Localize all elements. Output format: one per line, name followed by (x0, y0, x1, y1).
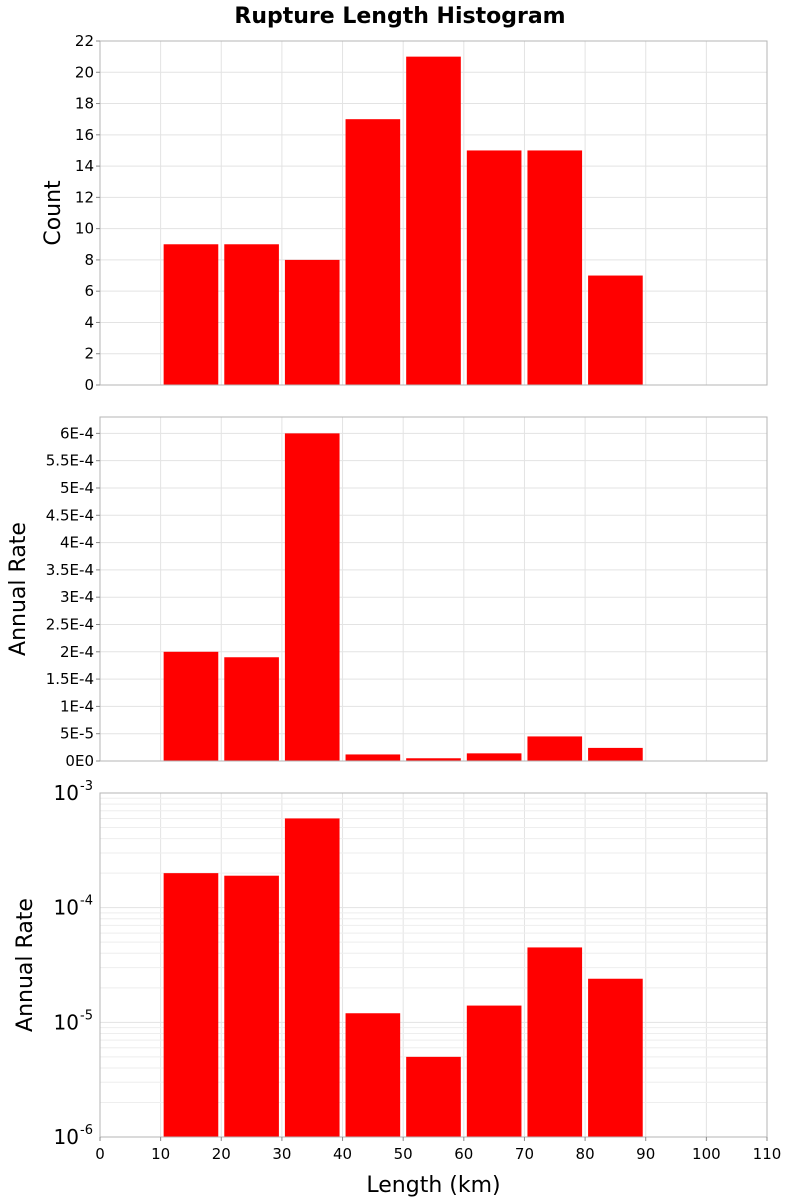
y-tick-label: 10 (54, 1125, 79, 1149)
y-tick-label: 5E-5 (60, 725, 94, 743)
histogram-bar (284, 259, 340, 385)
plot-frame (99, 792, 768, 1138)
x-tick-label: 70 (515, 1145, 534, 1163)
plot-frame (99, 40, 768, 386)
x-tick-label: 100 (692, 1145, 721, 1163)
count-panel: 0 2 4 6 8 10 12 14 16 18 20 22 Count (41, 32, 768, 394)
histogram-bar (466, 753, 522, 761)
y-tick-label: 2.5E-4 (46, 615, 94, 633)
histogram-bar (224, 244, 279, 385)
y-tick-label: 20 (75, 63, 94, 81)
y-tick-label: 10 (54, 781, 79, 805)
histogram-bar (224, 657, 279, 761)
annual-rate-linear-panel: 0E0 5E-5 1E-4 1.5E-4 2E-4 2.5E-4 3E-4 3.5E-4 4E-… (6, 416, 768, 770)
y-tick-label: 0 (84, 376, 94, 394)
histogram-bar (466, 150, 522, 385)
y-tick-label: 14 (75, 157, 94, 175)
histogram-bar (345, 1013, 401, 1137)
y-tick-label: 4.5E-4 (46, 506, 94, 524)
y-tick-label: 3E-4 (60, 588, 94, 606)
y-tick-label: 0E0 (65, 752, 94, 770)
y-tick-label: 22 (75, 32, 94, 50)
x-tick-label: 40 (333, 1145, 352, 1163)
y-tick-label: 18 (75, 95, 94, 113)
y-axis-label: Count (41, 180, 66, 246)
histogram-bar (588, 747, 643, 761)
y-tick-label: 1.5E-4 (46, 670, 94, 688)
histogram-bar (163, 244, 219, 385)
x-tick-label: 80 (576, 1145, 595, 1163)
histogram-bar (345, 119, 401, 385)
y-tick-label: 16 (75, 126, 94, 144)
histogram-bar (345, 754, 401, 761)
y-axis-label: Annual Rate (6, 522, 31, 656)
figure-title: Rupture Length Histogram (234, 4, 565, 29)
x-tick-label: 0 (95, 1145, 105, 1163)
y-tick-label: 4 (84, 313, 94, 331)
x-tick-label: 50 (394, 1145, 413, 1163)
y-tick-label: 6 (84, 282, 94, 300)
y-tick-exponent: -5 (80, 1008, 93, 1023)
x-tick-label: 110 (753, 1145, 782, 1163)
y-tick-exponent: -3 (80, 779, 93, 794)
histogram-bar (406, 1056, 461, 1137)
histogram-bar (406, 56, 461, 386)
x-tick-label: 20 (212, 1145, 231, 1163)
histogram-bar (466, 1005, 522, 1137)
histogram-bar (527, 736, 583, 761)
x-axis-label: Length (km) (366, 1173, 500, 1198)
y-tick-exponent: -6 (80, 1123, 93, 1138)
y-tick-label: 6E-4 (60, 424, 94, 442)
histogram-bar (224, 875, 279, 1137)
y-tick-label: 5E-4 (60, 479, 94, 497)
histogram-bar (527, 947, 583, 1137)
x-tick-label: 10 (151, 1145, 170, 1163)
histogram-bar (284, 818, 340, 1137)
histogram-bar (588, 275, 643, 385)
y-tick-label: 5.5E-4 (46, 452, 94, 470)
y-tick-label: 2 (84, 345, 94, 363)
plot-frame (99, 416, 768, 762)
x-tick-label: 30 (272, 1145, 291, 1163)
y-tick-label: 8 (84, 251, 94, 269)
histogram-bar (163, 873, 219, 1137)
y-tick-label: 10 (54, 1010, 79, 1034)
x-tick-label: 60 (454, 1145, 473, 1163)
histogram-bar (588, 978, 643, 1137)
y-tick-label: 4E-4 (60, 534, 94, 552)
y-tick-exponent: -4 (80, 894, 93, 909)
histogram-bar (163, 651, 219, 761)
y-tick-label: 10 (75, 220, 94, 238)
histogram-bar (284, 433, 340, 761)
y-axis-label: Annual Rate (13, 898, 38, 1032)
x-tick-label: 90 (636, 1145, 655, 1163)
histogram-bar (527, 150, 583, 385)
y-tick-label: 3.5E-4 (46, 561, 94, 579)
y-tick-label: 10 (54, 896, 79, 920)
y-tick-label: 2E-4 (60, 643, 94, 661)
histogram-bar (406, 758, 461, 761)
y-tick-label: 1E-4 (60, 697, 94, 715)
y-tick-label: 12 (75, 188, 94, 206)
